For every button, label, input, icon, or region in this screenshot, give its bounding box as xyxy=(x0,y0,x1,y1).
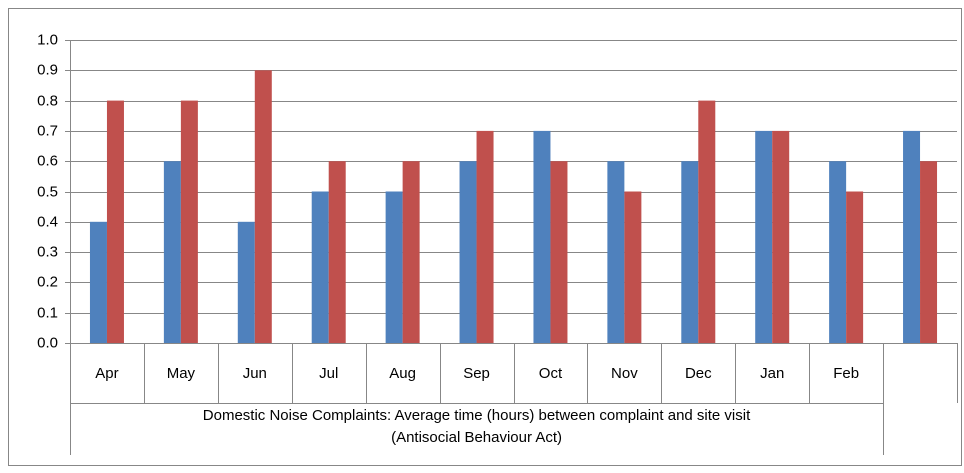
bar xyxy=(903,130,921,343)
x-tick-label: Jun xyxy=(243,365,267,382)
x-tick-label: Feb xyxy=(833,365,859,382)
y-tick-label: 0.4 xyxy=(37,213,58,230)
y-tick-label: 0.7 xyxy=(37,122,58,139)
y-tick-label: 0.8 xyxy=(37,92,58,109)
x-group-label: Domestic Noise Complaints: Average time … xyxy=(203,407,751,424)
y-tick-label: 0.5 xyxy=(37,183,58,200)
x-tick-label: Dec xyxy=(685,365,712,382)
x-tick-label: Oct xyxy=(539,365,563,382)
x-tick-label: Jan xyxy=(760,365,784,382)
bar xyxy=(698,100,716,343)
bar xyxy=(755,130,773,343)
bar xyxy=(89,221,107,343)
bar xyxy=(180,100,198,343)
y-tick-label: 0.3 xyxy=(37,243,58,260)
bar xyxy=(106,100,124,343)
bar xyxy=(163,161,181,343)
bar xyxy=(550,161,568,343)
x-tick-label: Apr xyxy=(95,365,118,382)
y-tick-label: 1.0 xyxy=(37,31,58,48)
x-tick-label: Aug xyxy=(389,365,416,382)
x-tick-label: May xyxy=(167,365,196,382)
bar xyxy=(311,191,329,343)
bar xyxy=(402,161,420,343)
y-tick-label: 0.6 xyxy=(37,152,58,169)
x-tick-label: Nov xyxy=(611,365,638,382)
y-tick-label: 0.1 xyxy=(37,304,58,321)
bar xyxy=(237,221,255,343)
bar xyxy=(254,70,272,344)
bar xyxy=(920,161,938,343)
bar xyxy=(829,161,847,343)
bar xyxy=(772,130,790,343)
y-tick-label: 0.0 xyxy=(37,334,58,351)
y-tick-label: 0.9 xyxy=(37,61,58,78)
bar xyxy=(607,161,625,343)
bar xyxy=(328,161,346,343)
y-tick-label: 0.2 xyxy=(37,273,58,290)
bar xyxy=(681,161,699,343)
bar xyxy=(846,191,864,343)
bar xyxy=(624,191,642,343)
bar xyxy=(459,161,477,343)
x-tick-label: Jul xyxy=(319,365,338,382)
bar xyxy=(533,130,551,343)
x-group-label: (Antisocial Behaviour Act) xyxy=(391,429,562,446)
x-tick-label: Sep xyxy=(463,365,490,382)
bar xyxy=(476,130,494,343)
bar xyxy=(385,191,403,343)
